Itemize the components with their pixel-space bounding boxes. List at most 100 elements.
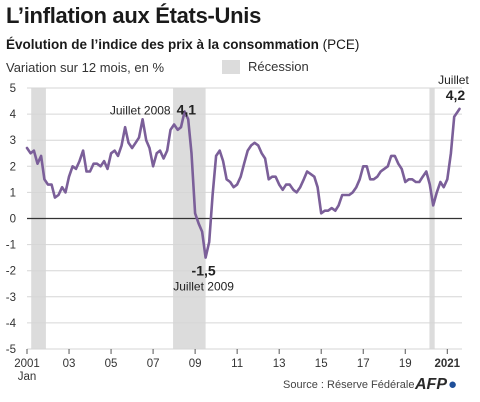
afp-logo: AFP● (415, 376, 457, 394)
y-tick-label: -5 (6, 344, 16, 356)
data-point (414, 181, 417, 183)
data-point (120, 144, 123, 147)
data-point (215, 154, 218, 157)
x-tick-label: 11 (231, 358, 243, 370)
y-tick-label: -2 (6, 266, 16, 278)
recession-swatch (222, 59, 240, 74)
data-point (292, 188, 295, 191)
annotation-label: Juillet (438, 73, 469, 87)
data-point (106, 168, 109, 170)
data-point (351, 191, 354, 194)
data-point (383, 168, 386, 170)
data-point (250, 144, 253, 147)
x-tick-label: 2021 (434, 358, 460, 370)
data-point (36, 162, 39, 165)
data-point (362, 165, 365, 168)
data-point (99, 165, 102, 168)
x-tick-label: 17 (357, 358, 370, 370)
data-point (124, 126, 127, 129)
data-point (327, 209, 330, 212)
data-point (404, 181, 407, 183)
y-tick-label: 2 (10, 161, 16, 173)
data-point (449, 152, 452, 155)
data-point (145, 139, 148, 142)
y-tick-label: -4 (6, 318, 17, 330)
data-point (218, 149, 221, 152)
data-point (264, 157, 266, 160)
data-point (47, 183, 49, 186)
data-point (190, 152, 193, 155)
data-point (253, 141, 256, 144)
data-point (138, 136, 140, 139)
data-point (341, 194, 344, 196)
data-point (117, 154, 119, 157)
data-point (365, 165, 368, 168)
data-point (201, 230, 203, 233)
data-point (43, 178, 46, 181)
data-point (285, 183, 288, 186)
data-point (40, 154, 42, 157)
data-point (337, 204, 340, 207)
data-point (166, 149, 169, 152)
annotation-label: Juillet 2009 (173, 280, 234, 294)
data-point (75, 168, 77, 170)
y-tick-label: 3 (10, 135, 16, 147)
data-point (243, 162, 245, 165)
data-point (281, 188, 284, 191)
unit-label: Variation sur 12 mois, en % (6, 60, 164, 75)
data-point (278, 183, 281, 186)
data-point (222, 160, 224, 162)
data-point (197, 222, 200, 225)
data-point (288, 183, 291, 186)
data-point (173, 123, 176, 126)
x-tick-label: 07 (147, 358, 160, 370)
y-tick-label: 4 (10, 109, 17, 121)
data-point (92, 162, 95, 165)
annotation-value: -1,5 (192, 263, 216, 279)
data-point (61, 186, 63, 189)
data-point (113, 149, 116, 152)
data-point (313, 175, 316, 178)
data-point (369, 178, 372, 181)
data-point (110, 152, 112, 155)
x-tick-label: 15 (315, 358, 328, 370)
data-point (103, 160, 106, 162)
data-point (29, 152, 32, 155)
data-point (26, 147, 28, 149)
data-point (316, 186, 319, 189)
subtitle-main: Évolution de l’indice des prix à la cons… (6, 37, 319, 52)
data-point (421, 175, 424, 178)
afp-logo-text: AFP (415, 376, 447, 393)
pce-series-line (25, 107, 461, 259)
data-point (159, 149, 161, 152)
y-tick-label: 5 (10, 83, 16, 95)
x-tick-label: 13 (273, 358, 286, 370)
data-point (458, 107, 461, 110)
annotation-label: Juillet 2008 (110, 103, 171, 117)
legend: Récession (222, 58, 309, 74)
data-point (453, 115, 456, 118)
subtitle-suffix: (PCE) (318, 37, 360, 52)
data-point (456, 110, 459, 113)
data-point (127, 141, 130, 144)
data-point (320, 212, 323, 215)
data-point (435, 191, 438, 194)
data-point (330, 207, 333, 209)
data-point (89, 170, 91, 173)
y-tick-label: -1 (6, 240, 16, 252)
data-point (162, 157, 165, 160)
data-point (267, 178, 270, 181)
data-point (442, 186, 445, 189)
data-point (169, 128, 172, 131)
data-point (187, 118, 190, 121)
data-point (85, 170, 88, 173)
data-point (432, 204, 435, 207)
data-point (309, 173, 312, 176)
data-point (152, 165, 154, 168)
data-point (57, 194, 60, 196)
data-point (211, 194, 214, 196)
y-tick-label: 0 (10, 214, 16, 226)
data-point (82, 149, 85, 152)
data-point (225, 178, 228, 181)
